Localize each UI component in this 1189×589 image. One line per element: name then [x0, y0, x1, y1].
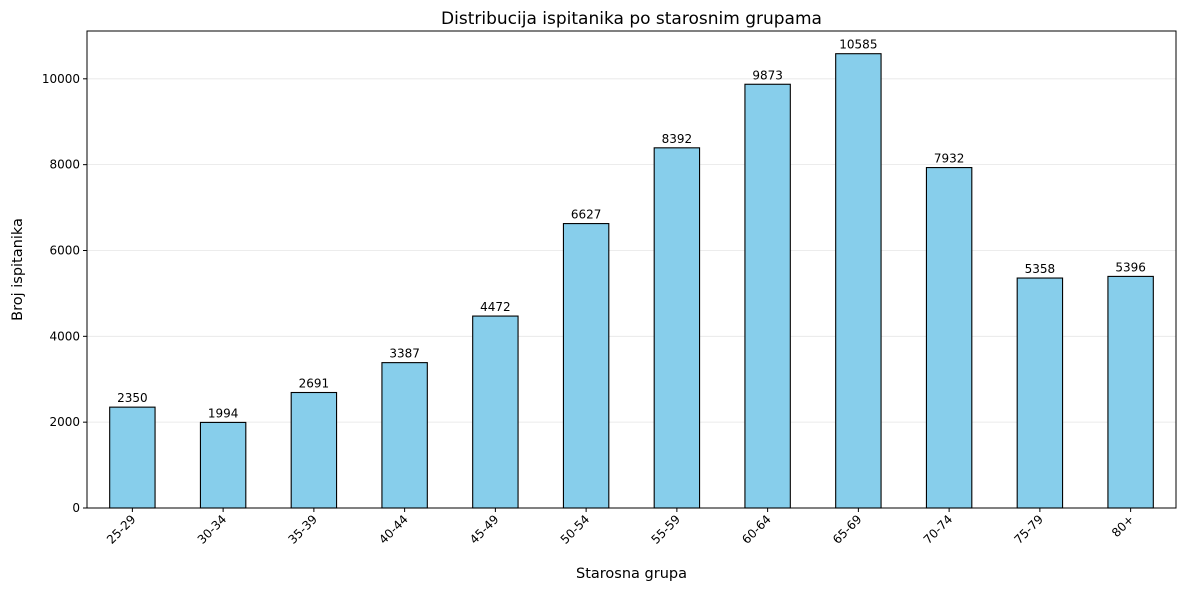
y-tick-label: 6000	[49, 243, 80, 257]
bar-75-79	[1016, 277, 1064, 509]
grid	[87, 78, 1176, 509]
x-tick-label: 65-69	[830, 512, 865, 547]
y-tick-label: 2000	[49, 415, 80, 429]
bar-25-29	[109, 406, 156, 509]
x-tick-label: 80+	[1109, 512, 1137, 540]
bar-70-74	[925, 167, 973, 509]
data-labels: 2350 1994 2691 3387 4472 6627 8392 9873 10585 793…	[117, 38, 1146, 421]
bar-50-54	[562, 223, 610, 509]
x-tick-label: 70-74	[921, 512, 956, 547]
x-tick-label: 25-29	[104, 512, 139, 547]
x-axis-title: Starosna grupa	[576, 566, 687, 582]
data-label: 2350	[117, 391, 148, 405]
bar-80+	[1107, 275, 1154, 509]
data-label: 4472	[480, 300, 511, 314]
x-tick-label: 45-49	[467, 512, 502, 547]
x-tick-label: 50-54	[558, 512, 593, 547]
data-label: 8392	[662, 132, 693, 146]
x-tick-label: 30-34	[195, 512, 230, 547]
data-label: 7932	[934, 152, 965, 166]
plot-frame	[86, 30, 1177, 509]
bar-45-49	[472, 315, 519, 509]
y-tick-label: 4000	[49, 329, 80, 343]
bars	[109, 53, 1154, 509]
x-tick-label: 60-64	[739, 512, 774, 547]
x-tick-label: 40-44	[376, 512, 411, 547]
y-tick-label: 10000	[42, 72, 80, 86]
x-tick-label: 55-59	[648, 512, 683, 547]
chart-title: Distribucija ispitanika po starosnim gru…	[441, 9, 822, 29]
data-label: 5358	[1025, 262, 1056, 276]
bar-55-59	[653, 147, 701, 509]
bar-60-64	[744, 83, 791, 509]
bar-65-69	[835, 53, 882, 509]
data-label: 5396	[1115, 260, 1146, 274]
data-label: 2691	[299, 377, 330, 391]
data-label: 10585	[839, 38, 877, 52]
bar-35-39	[290, 391, 338, 509]
data-label: 9873	[752, 68, 783, 82]
x-tick-label: 35-39	[285, 512, 320, 547]
y-tick-label: 0	[72, 501, 80, 515]
data-label: 6627	[571, 208, 602, 222]
y-axis: 0 2000 4000 6000 8000 10000	[42, 72, 87, 515]
bar-30-34	[199, 421, 247, 509]
x-tick-label: 75-79	[1011, 512, 1046, 547]
data-label: 1994	[208, 406, 239, 420]
data-label: 3387	[389, 347, 420, 361]
y-tick-label: 8000	[49, 158, 80, 172]
y-axis-title: Broj ispitanika	[10, 218, 26, 321]
x-axis: 25-29 30-34 35-39 40-44 45-49 50-54 55-59 60-64…	[104, 508, 1137, 547]
bar-40-44	[381, 362, 428, 509]
